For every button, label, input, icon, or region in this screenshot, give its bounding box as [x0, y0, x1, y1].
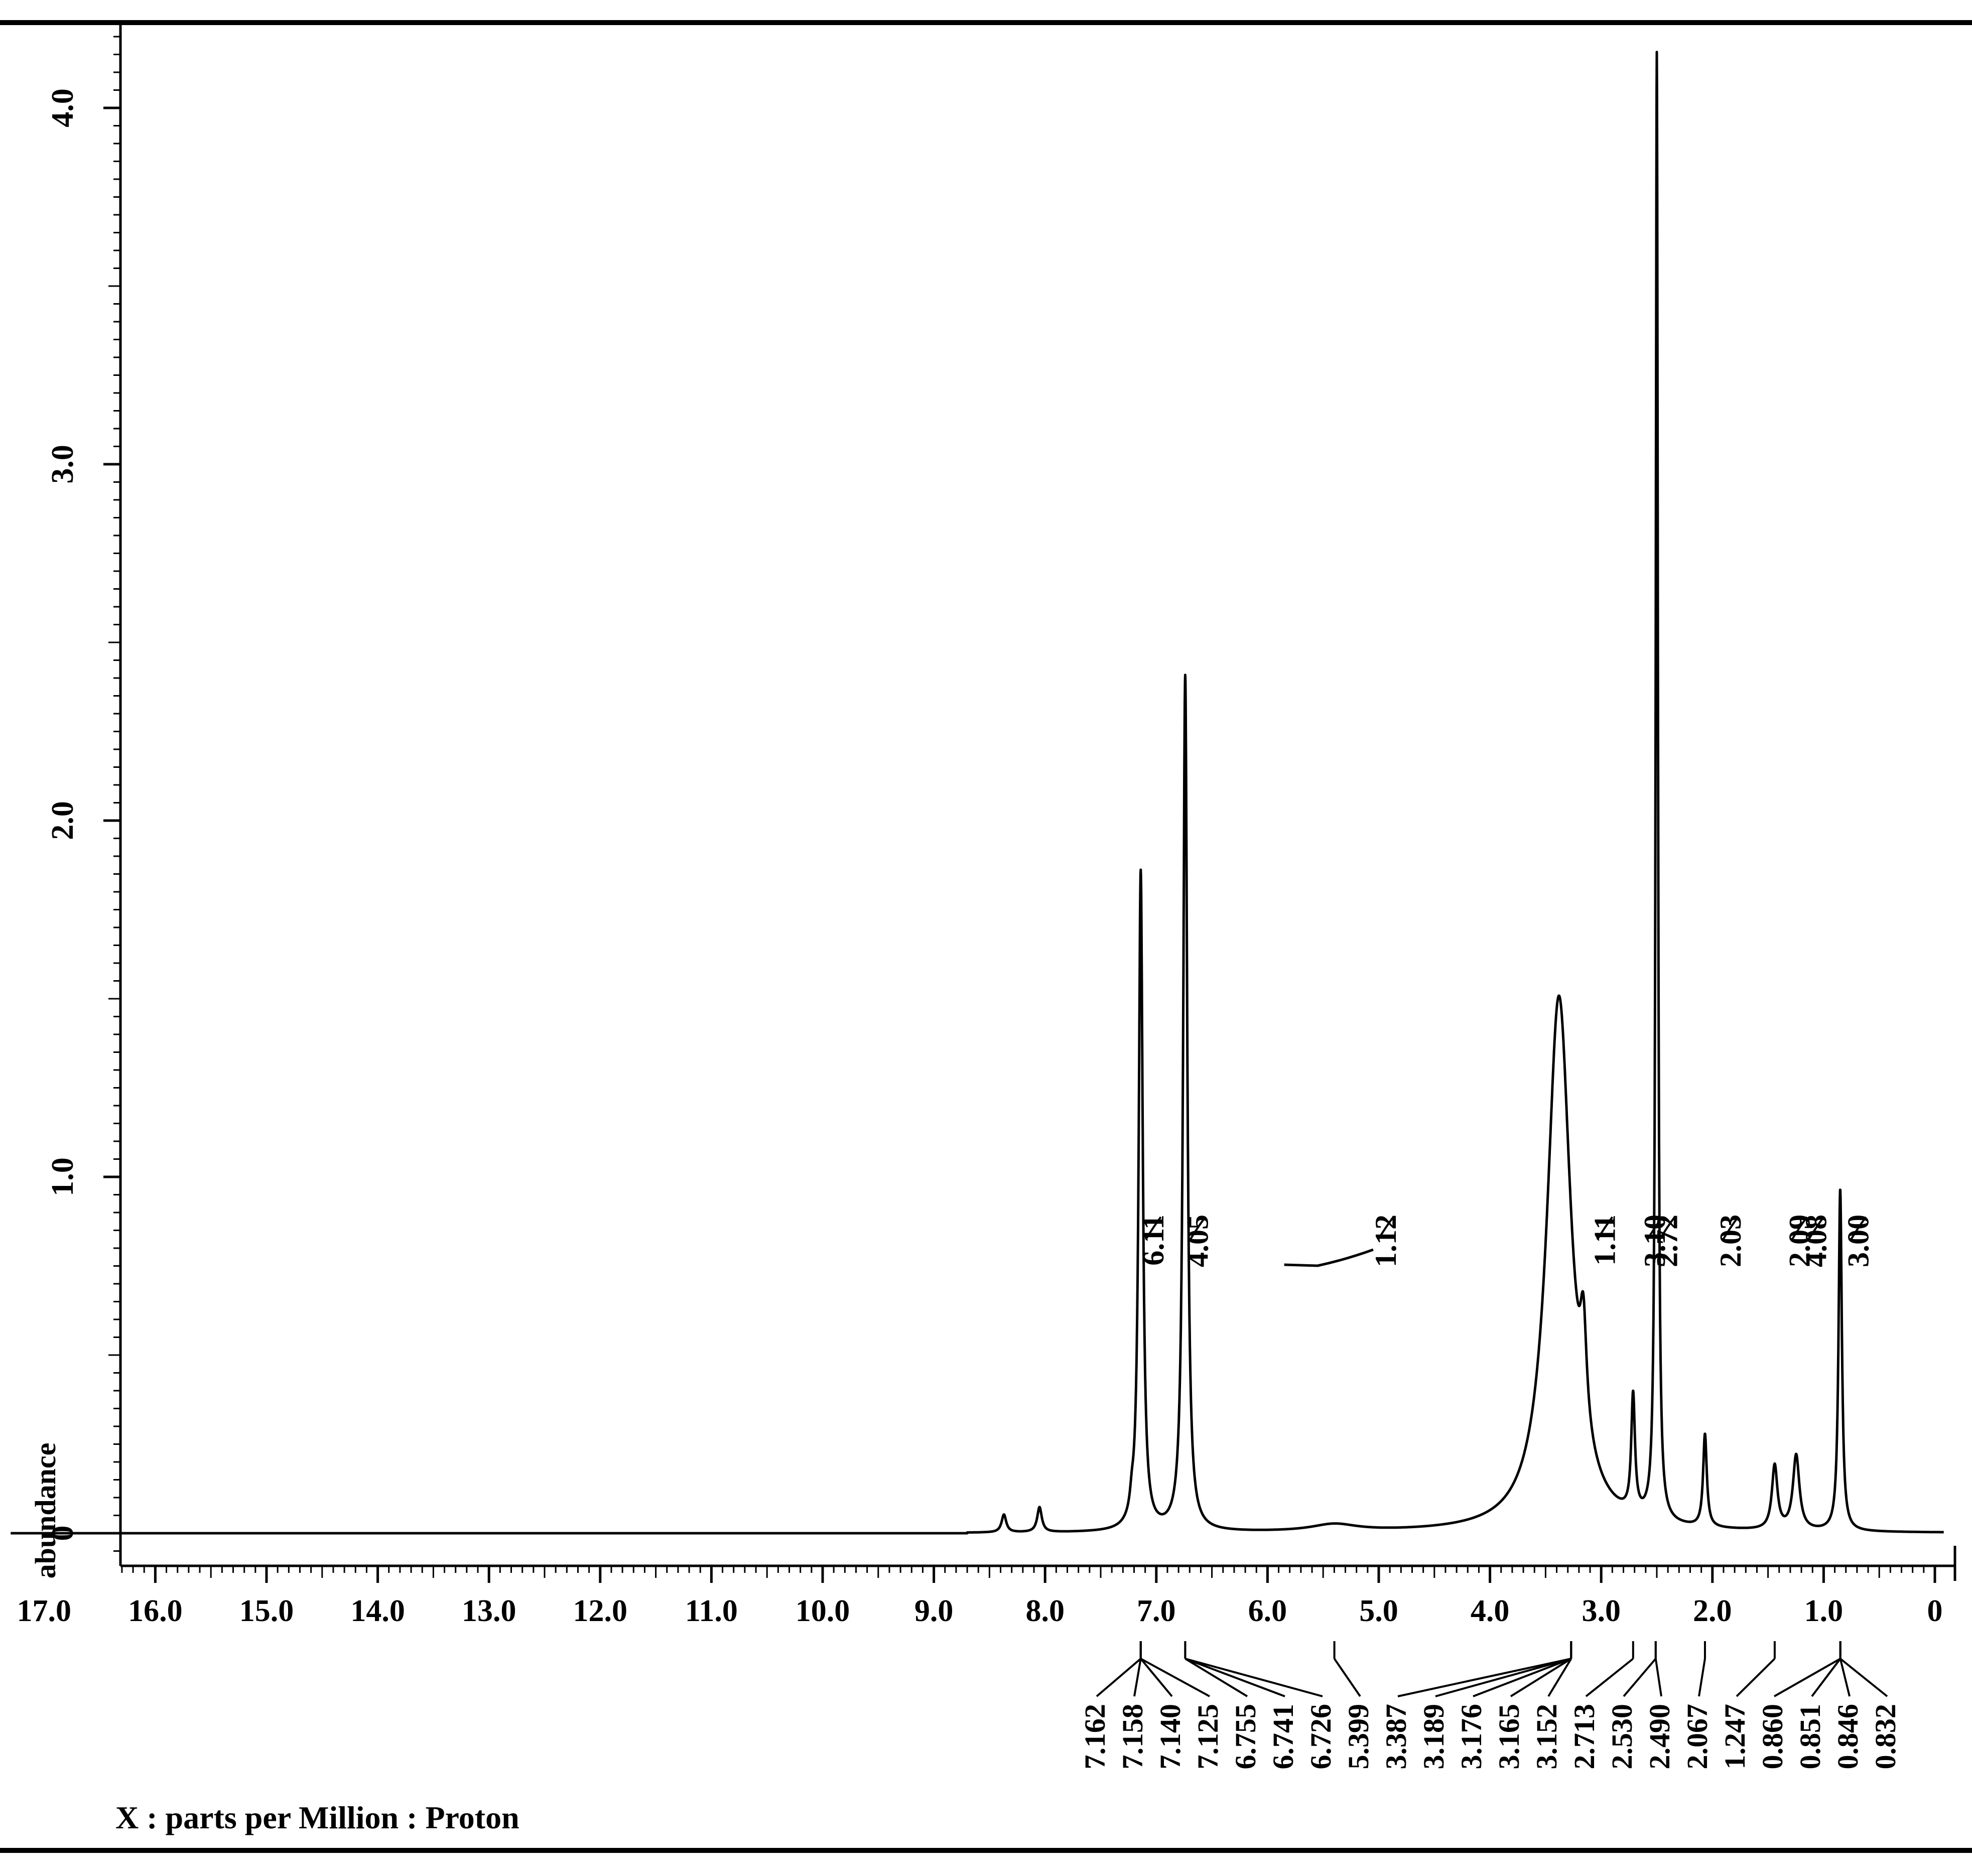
peak-shift-label: 0.832	[1869, 1704, 1902, 1770]
peak-pointer-line	[1774, 1658, 1841, 1697]
integral-curve	[1658, 1216, 1676, 1241]
x-tick-label: 3.0	[1582, 1594, 1621, 1628]
x-tick-label: 16.0	[128, 1594, 183, 1628]
integral-curve	[1807, 1216, 1825, 1241]
integral-label: 4.05	[1181, 1215, 1214, 1267]
x-tick-label: 2.0	[1693, 1594, 1732, 1628]
bottom-rule	[0, 1848, 1972, 1853]
x-tick-label: 8.0	[1025, 1594, 1065, 1628]
peak-shift-label: 0.860	[1756, 1704, 1789, 1770]
x-tick-label: 11.0	[685, 1594, 738, 1628]
peak-pointer-line	[1585, 1658, 1634, 1697]
peak-pointer-line	[1397, 1658, 1571, 1697]
peak-pointer-line	[1133, 1658, 1142, 1697]
peak-pointer-line	[1654, 1658, 1662, 1697]
integral-curve	[1189, 1216, 1207, 1241]
integral-curve	[1377, 1216, 1394, 1241]
x-tick-label: 9.0	[914, 1594, 954, 1628]
peak-shift-label: 7.158	[1116, 1704, 1149, 1770]
peak-shift-label: 6.726	[1304, 1704, 1337, 1770]
peak-shift-label: 3.189	[1417, 1704, 1450, 1770]
integral-label: 2.72	[1651, 1215, 1684, 1267]
x-tick-label: 12.0	[573, 1594, 628, 1628]
y-tick-label: 3.0	[46, 445, 80, 484]
y-axis-title: abundance	[29, 1443, 62, 1579]
integral-curve	[1596, 1216, 1614, 1241]
y-tick-label: 2.0	[46, 801, 80, 840]
peak-shift-label: 2.530	[1606, 1704, 1638, 1770]
peak-pointer-line	[1839, 1658, 1851, 1697]
peak-pointer-line	[1547, 1658, 1572, 1697]
peak-pointer-line	[1623, 1658, 1657, 1697]
peak-shift-label: 6.741	[1267, 1704, 1299, 1770]
peak-pointer-line	[1140, 1658, 1210, 1697]
x-axis-title: X : parts per Million : Proton	[115, 1800, 519, 1835]
integral-label: 1.11	[1588, 1215, 1621, 1266]
peak-pointer-line	[1811, 1658, 1842, 1697]
peak-pointer-line	[1096, 1658, 1142, 1697]
integral-label: 4.08	[1800, 1215, 1833, 1267]
x-tick-label: 15.0	[239, 1594, 294, 1628]
peak-pointer-line	[1839, 1658, 1888, 1697]
peak-shift-label: 2.067	[1681, 1704, 1714, 1770]
integral-curve	[1145, 1216, 1162, 1241]
peak-shift-label: 3.387	[1380, 1704, 1412, 1770]
x-tick-label: 14.0	[350, 1594, 405, 1628]
peak-shift-label: 7.140	[1154, 1704, 1187, 1770]
peak-pointer-line	[1473, 1658, 1572, 1697]
spectrum-line	[11, 51, 1945, 1535]
peak-shift-label: 7.162	[1079, 1704, 1111, 1770]
x-tick-label: 1.0	[1804, 1594, 1844, 1628]
peak-pointer-line	[1435, 1658, 1571, 1697]
integral-label: 2.09	[1783, 1215, 1816, 1267]
peak-pointer-line	[1185, 1658, 1248, 1697]
integral-label: 1.12	[1369, 1215, 1402, 1267]
peak-shift-label: 0.851	[1794, 1704, 1826, 1770]
x-tick-label: 13.0	[462, 1594, 516, 1628]
peak-pointer-line	[1510, 1658, 1572, 1697]
peak-pointer-line	[1333, 1658, 1361, 1697]
peak-shift-label: 6.755	[1229, 1704, 1262, 1770]
peak-pointer-line	[1185, 1658, 1323, 1697]
peak-shift-label: 7.125	[1192, 1704, 1224, 1770]
peak-shift-label: 0.846	[1831, 1704, 1864, 1770]
integral-label: 3.00	[1842, 1215, 1875, 1267]
x-tick-label: 7.0	[1137, 1594, 1176, 1628]
integral-curve	[1791, 1216, 1808, 1241]
peak-shift-label: 1.247	[1719, 1704, 1751, 1770]
integral-label: 3.10	[1638, 1215, 1671, 1267]
x-tick-label: 0	[1927, 1594, 1943, 1628]
integral-curve	[1722, 1216, 1739, 1241]
x-tick-label: 6.0	[1248, 1594, 1287, 1628]
x-tick-label: 17.0	[17, 1594, 72, 1628]
peak-pointer-line	[1698, 1658, 1706, 1697]
top-rule	[0, 20, 1972, 25]
peak-shift-label: 2.713	[1568, 1704, 1601, 1770]
peak-pointer-line	[1736, 1658, 1776, 1697]
peak-shift-label: 3.152	[1530, 1704, 1563, 1770]
integral-curve	[1850, 1216, 1867, 1241]
integral-label: 6.11	[1137, 1215, 1170, 1266]
x-tick-label: 5.0	[1359, 1594, 1398, 1628]
integral-curve	[1284, 1248, 1374, 1267]
peak-shift-label: 3.176	[1455, 1704, 1488, 1770]
plot-layer: 17.0 16.0 15.0 14.0 13.0 12.0 11.0 10.0 9.0 8.0 7.…	[11, 25, 1956, 1770]
x-tick-label: 10.0	[796, 1594, 850, 1628]
peak-shift-label: 3.165	[1493, 1704, 1525, 1770]
y-tick-label: 4.0	[46, 88, 80, 127]
integral-curve	[1646, 1216, 1663, 1241]
integral-label: 2.03	[1714, 1215, 1747, 1267]
y-tick-label: 1.0	[46, 1157, 80, 1196]
peak-shift-label: 5.399	[1342, 1704, 1375, 1770]
x-tick-label: 4.0	[1471, 1594, 1510, 1628]
peak-pointer-line	[1185, 1658, 1285, 1697]
peak-shift-label: 2.490	[1643, 1704, 1676, 1770]
peak-pointer-line	[1140, 1658, 1173, 1697]
